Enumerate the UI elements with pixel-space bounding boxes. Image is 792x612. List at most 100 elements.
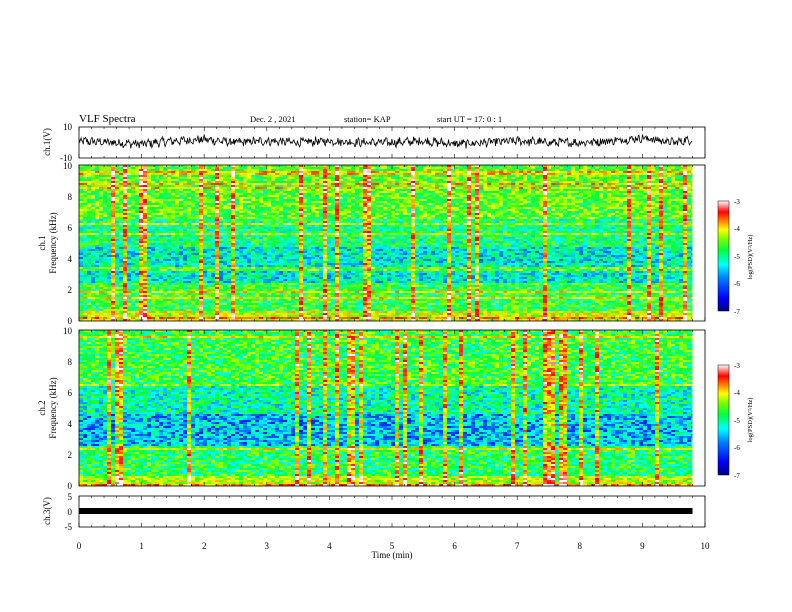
spectrogram-cell bbox=[647, 171, 651, 173]
spectrogram-cell bbox=[459, 167, 463, 169]
spectrogram-cell bbox=[427, 169, 431, 171]
spectrogram-cell bbox=[259, 179, 263, 181]
spectrogram-cell bbox=[295, 175, 299, 177]
spectrogram-cell bbox=[511, 171, 515, 173]
spectrogram-cell bbox=[435, 179, 439, 181]
spectrogram-cell bbox=[599, 177, 603, 179]
spectrogram-cell bbox=[503, 171, 507, 173]
spectrogram-cell bbox=[303, 179, 307, 181]
spectrogram-cell bbox=[615, 169, 619, 171]
spectrogram-cell bbox=[247, 175, 251, 177]
spectrogram-cell bbox=[215, 177, 219, 179]
spectrogram-cell bbox=[663, 167, 667, 169]
spectrogram-cell bbox=[319, 181, 323, 183]
spectrogram-cell bbox=[519, 171, 523, 173]
spectrogram-cell bbox=[99, 169, 103, 171]
spectrogram-cell bbox=[511, 175, 515, 177]
spectrogram-cell bbox=[323, 181, 327, 183]
spectrogram-cell bbox=[111, 173, 115, 175]
spectrogram-cell bbox=[127, 173, 131, 175]
spectrogram-cell bbox=[491, 173, 495, 175]
spectrogram-cell bbox=[423, 169, 427, 171]
spectrogram-cell bbox=[159, 181, 163, 183]
spectrogram-cell bbox=[391, 173, 395, 175]
spectrogram-cell bbox=[187, 175, 191, 177]
spectrogram-cell bbox=[447, 169, 451, 171]
spectrogram-cell bbox=[663, 175, 667, 177]
spectrogram-cell bbox=[211, 175, 215, 177]
spectrogram-cell bbox=[579, 175, 583, 177]
spectrogram-cell bbox=[275, 171, 279, 173]
spectrogram-cell bbox=[251, 173, 255, 175]
spectrogram-cell bbox=[239, 173, 243, 175]
spectrogram-cell bbox=[435, 171, 439, 173]
spectrogram-cell bbox=[651, 175, 655, 177]
spectrogram-cell bbox=[179, 171, 183, 173]
vlf-spectra-figure: VLF Spectra Dec. 2 , 2021 station= KAP s… bbox=[0, 0, 792, 612]
spectrogram-cell bbox=[227, 169, 231, 171]
spectrogram-cell bbox=[87, 167, 91, 169]
spectrogram-cell bbox=[223, 171, 227, 173]
spectrogram-cell bbox=[263, 173, 267, 175]
spectrogram-cell bbox=[283, 175, 287, 177]
spectrogram-cell bbox=[431, 181, 435, 183]
spectrogram-cell bbox=[507, 171, 511, 173]
spectrogram-cell bbox=[91, 177, 95, 179]
spectrogram-cell bbox=[435, 167, 439, 169]
spectrogram-cell bbox=[199, 175, 203, 177]
spectrogram-cell bbox=[659, 171, 663, 173]
spectrogram-cell bbox=[359, 179, 363, 181]
spectrogram-cell bbox=[215, 167, 219, 169]
spectrogram-cell bbox=[135, 179, 139, 181]
spectrogram-cell bbox=[375, 181, 379, 183]
spectrogram-cell bbox=[247, 177, 251, 179]
spectrogram-cell bbox=[563, 179, 567, 181]
spectrogram-cell bbox=[399, 171, 403, 173]
spectrogram-cell bbox=[299, 171, 303, 173]
spectrogram-cell bbox=[435, 169, 439, 171]
spectrogram-cell bbox=[219, 177, 223, 179]
spectrogram-cell bbox=[631, 167, 635, 169]
spectrogram-cell bbox=[87, 169, 91, 171]
spectrogram-cell bbox=[467, 169, 471, 171]
spectrogram-cell bbox=[131, 179, 135, 181]
spectrogram-cell bbox=[355, 173, 359, 175]
spectrogram-cell bbox=[223, 173, 227, 175]
spectrogram-cell bbox=[511, 173, 515, 175]
spectrogram-cell bbox=[503, 167, 507, 169]
spectrogram-cell bbox=[207, 173, 211, 175]
spectrogram-cell bbox=[571, 177, 575, 179]
spectrogram-cell bbox=[627, 169, 631, 171]
spectrogram-cell bbox=[319, 175, 323, 177]
spectrogram-cell bbox=[455, 179, 459, 181]
spectrogram-cell bbox=[335, 169, 339, 171]
spectrogram-cell bbox=[491, 175, 495, 177]
spectrogram-cell bbox=[551, 169, 555, 171]
spectrogram-cell bbox=[443, 179, 447, 181]
spectrogram-cell bbox=[367, 175, 371, 177]
spectrogram-cell bbox=[519, 179, 523, 181]
spectrogram-cell bbox=[239, 167, 243, 169]
spectrogram-cell bbox=[603, 173, 607, 175]
spectrogram-cell bbox=[387, 167, 391, 169]
spectrogram-cell bbox=[667, 169, 671, 171]
spectrogram-cell bbox=[607, 175, 611, 177]
spectrogram-cell bbox=[623, 173, 627, 175]
spectrogram-cell bbox=[159, 177, 163, 179]
spectrogram-cell bbox=[555, 171, 559, 173]
spectrogram-cell bbox=[327, 181, 331, 183]
spectrogram-cell bbox=[519, 167, 523, 169]
spectrogram-cell bbox=[371, 175, 375, 177]
spectrogram-cell bbox=[439, 169, 443, 171]
spectrogram-cell bbox=[83, 177, 87, 179]
spectrogram-cell bbox=[539, 177, 543, 179]
spectrogram-cell bbox=[179, 169, 183, 171]
spectrogram-cell bbox=[475, 177, 479, 179]
spectrogram-cell bbox=[135, 167, 139, 169]
spectrogram-cell bbox=[375, 169, 379, 171]
spectrogram-cell bbox=[351, 177, 355, 179]
spectrogram-cell bbox=[163, 173, 167, 175]
spectrogram-cell bbox=[363, 171, 367, 173]
spectrogram-cell bbox=[87, 181, 91, 183]
spectrogram-cell bbox=[183, 167, 187, 169]
